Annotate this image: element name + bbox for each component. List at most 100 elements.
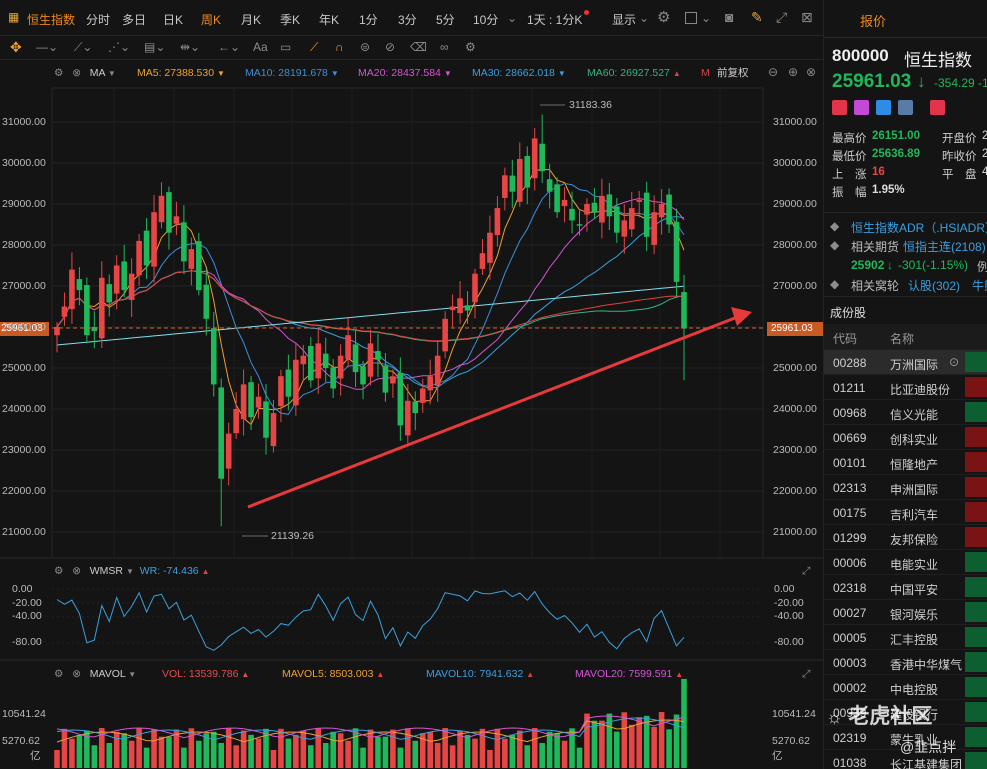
link-icon[interactable]: ∞	[440, 40, 449, 54]
col-name[interactable]: 名称	[890, 332, 915, 346]
warrants-link2[interactable]: 牛熊	[972, 279, 987, 293]
lock-icon[interactable]: ⊜	[360, 40, 371, 54]
tab-5min[interactable]: 5分	[436, 13, 455, 27]
volume-bar	[240, 730, 247, 768]
constituent-row[interactable]: 00005 汇丰控股	[824, 624, 987, 649]
constituent-row[interactable]: 00003 香港中华煤气	[824, 649, 987, 674]
grid-icon[interactable]: ▦	[8, 10, 20, 24]
close-icon[interactable]: ⊗	[72, 668, 81, 680]
tab-daily-k[interactable]: 日K	[163, 13, 184, 27]
constituent-row[interactable]: 00101 恒隆地产	[824, 449, 987, 474]
expand-icon[interactable]: ⤢	[776, 9, 788, 25]
camera-icon[interactable]: ◙	[725, 9, 734, 25]
tab-quote[interactable]: 报价	[860, 14, 887, 29]
hide-icon[interactable]: ⊘	[385, 40, 396, 54]
tab-3min[interactable]: 3分	[398, 13, 417, 27]
col-code[interactable]: 代码	[833, 332, 858, 346]
chevron-down-icon[interactable]: ⌄	[701, 11, 712, 25]
flash-icon[interactable]	[854, 100, 869, 115]
constituent-row[interactable]: 02318 中国平安	[824, 574, 987, 599]
constituent-row[interactable]: 00006 电能实业	[824, 549, 987, 574]
ma-name[interactable]: MA	[89, 67, 105, 79]
price-tick-right: 25000.00	[773, 362, 817, 374]
wr-name[interactable]: WMSR	[89, 565, 124, 577]
comment-icon[interactable]: ▭	[280, 40, 292, 54]
tab-monthly-k[interactable]: 月K	[241, 13, 262, 27]
adr-link[interactable]: 恒生指数ADR（.HSIADR）	[851, 221, 987, 235]
chevron-down-icon[interactable]: ⌄	[639, 11, 650, 25]
tab-yearly-k[interactable]: 年K	[319, 13, 340, 27]
tag-icon[interactable]	[876, 100, 891, 115]
constituent-row[interactable]: 02313 申洲国际	[824, 474, 987, 499]
checkbox-icon[interactable]	[685, 12, 697, 24]
pencil-icon[interactable]: ✎	[751, 9, 763, 25]
kline-chart[interactable]: 31183.36 21139.26	[0, 60, 823, 769]
constituent-row[interactable]: 01299 友邦保险	[824, 524, 987, 549]
constituent-row[interactable]: 02319 蒙牛乳业	[824, 724, 987, 749]
candles	[54, 114, 687, 527]
constituent-row[interactable]: 01038 长江基建集团	[824, 749, 987, 769]
tab-quarterly-k[interactable]: 季K	[280, 13, 301, 27]
constituents-list: 00288 万洲国际 ⊙ 01211 比亚迪股份 00968 信义光能 00669 创科实业 00…	[824, 349, 987, 769]
chevron-down-icon[interactable]: ▼	[107, 69, 116, 78]
settings-icon[interactable]: ⚙	[657, 9, 671, 26]
move-icon[interactable]: ✥	[10, 39, 22, 55]
chevron-down-icon[interactable]: ⌄	[507, 11, 518, 25]
close-icon[interactable]: ⊠	[801, 9, 813, 25]
magnet-icon[interactable]: ∩	[335, 40, 344, 54]
constituent-row[interactable]: 00027 银河娱乐	[824, 599, 987, 624]
range-icon[interactable]: ⇹⌄	[180, 40, 201, 54]
tab-weekly-k[interactable]: 周K	[201, 13, 222, 27]
constituent-code: 01038	[833, 756, 867, 769]
gear-icon[interactable]: ⚙	[465, 40, 476, 54]
tab-1min[interactable]: 1分	[359, 13, 378, 27]
settings-icon[interactable]: ⚙	[54, 565, 64, 577]
settings-icon[interactable]: ⚙	[54, 668, 64, 680]
favorite-icon[interactable]	[930, 100, 945, 115]
expand-icon[interactable]: ⤢	[802, 565, 811, 577]
candle-body	[531, 138, 538, 179]
trash-icon[interactable]: ⌫	[410, 40, 427, 54]
constituent-row[interactable]: 01211 比亚迪股份	[824, 374, 987, 399]
quote-code: 800000	[832, 46, 889, 65]
vol-unit-left: 亿	[30, 750, 41, 762]
tab-symbol[interactable]: 恒生指数	[27, 13, 76, 27]
constituent-row[interactable]: 00288 万洲国际 ⊙	[824, 349, 987, 374]
zoom-in-icon[interactable]: ⊕	[788, 65, 799, 79]
close-icon[interactable]: ⊗	[806, 65, 817, 79]
adjust-mode[interactable]: 前复权	[717, 67, 749, 79]
tab-multiday[interactable]: 多日	[122, 13, 147, 27]
constituent-row[interactable]: 00175 吉利汽车	[824, 499, 987, 524]
vol-name[interactable]: MAVOL	[89, 668, 126, 680]
fibonacci-icon[interactable]: ▤⌄	[144, 40, 166, 54]
volume-bar	[442, 728, 448, 768]
line-tool-icon[interactable]: —⌄	[36, 40, 59, 54]
target-icon[interactable]: ⊙	[949, 355, 960, 369]
constituent-row[interactable]: 00968 信义光能	[824, 399, 987, 424]
arrow-tool-icon[interactable]: ←⌄	[218, 40, 241, 54]
futures-link[interactable]: 恒指主连(2108)	[903, 240, 986, 254]
constituent-row[interactable]: 00939 建设银行	[824, 699, 987, 724]
warrants-link[interactable]: 认股(302)	[908, 279, 961, 293]
note-icon[interactable]	[898, 100, 913, 115]
zoom-out-icon[interactable]: ⊖	[768, 65, 779, 79]
ruler-icon[interactable]: ⟋	[310, 40, 319, 54]
tab-10min[interactable]: 10分	[473, 13, 499, 27]
constituent-row[interactable]: 00002 中电控股	[824, 674, 987, 699]
tab-intraday[interactable]: 分时	[86, 13, 111, 27]
stat-value: 25636.89	[872, 148, 920, 160]
close-icon[interactable]: ⊗	[72, 67, 81, 79]
trend-line-icon[interactable]: ⟋⌄	[74, 40, 93, 54]
vol-axis-top-left: 10541.24	[2, 708, 46, 720]
volume-bar	[345, 740, 351, 768]
settings-icon[interactable]: ⚙	[54, 67, 64, 79]
stat-label: 昨收价	[942, 151, 977, 163]
polyline-icon[interactable]: ⋰⌄	[108, 40, 131, 54]
display-menu[interactable]: 显示	[612, 13, 637, 27]
constituent-row[interactable]: 00669 创科实业	[824, 424, 987, 449]
text-tool[interactable]: Aa	[253, 40, 268, 54]
period-selector[interactable]: 1天 : 1分K	[527, 13, 583, 27]
close-icon[interactable]: ⊗	[72, 565, 81, 577]
expand-icon[interactable]: ⤢	[802, 668, 811, 680]
change-cell	[965, 552, 987, 572]
